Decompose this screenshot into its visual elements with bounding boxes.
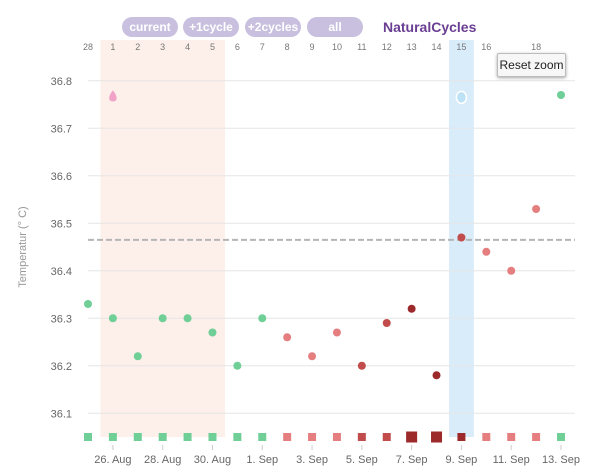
temperature-point [258, 314, 267, 323]
x-tick-label: 7. Sep [396, 454, 428, 466]
day-marker [382, 433, 391, 441]
temperature-point [432, 371, 441, 380]
cycle-day-label: 5 [210, 42, 215, 52]
day-marker [108, 433, 117, 441]
y-axis-label: Temperatur (° C) [17, 206, 29, 287]
y-tick-label: 36.7 [51, 123, 72, 135]
day-marker [183, 433, 192, 441]
x-tick-label: 1. Sep [246, 454, 278, 466]
cycle-day-label: 13 [407, 42, 417, 52]
day-marker [258, 433, 267, 441]
x-tick-label: 30. Aug [194, 454, 231, 466]
y-tick-label: 36.2 [51, 361, 72, 373]
temperature-point [308, 352, 317, 361]
day-marker [158, 433, 167, 441]
temperature-point [382, 319, 391, 327]
temperature-point [357, 361, 366, 370]
cycle-day-label: 9 [310, 42, 315, 52]
temperature-point [507, 266, 516, 275]
x-tick-label: 5. Sep [346, 454, 378, 466]
temperature-point [283, 333, 292, 342]
day-marker [431, 431, 443, 443]
current-button[interactable]: current [122, 17, 178, 37]
y-tick-label: 36.8 [51, 76, 72, 88]
temperature-point [183, 314, 192, 323]
temperature-point [208, 328, 217, 337]
temperature-point [158, 314, 167, 323]
y-tick-label: 36.5 [51, 218, 72, 230]
plus-one-cycle-button[interactable]: +1cycle [183, 17, 239, 37]
day-marker [283, 433, 292, 441]
y-tick-label: 36.3 [51, 313, 72, 325]
period-band [100, 40, 225, 437]
temperature-point [482, 247, 491, 256]
temperature-point [407, 304, 416, 313]
temperature-point [133, 352, 142, 361]
day-marker [406, 431, 418, 443]
temperature-point [557, 91, 565, 99]
day-marker [308, 433, 317, 441]
day-marker [507, 433, 516, 441]
x-tick-label: 28. Aug [144, 454, 181, 466]
cycle-day-label: 11 [357, 42, 366, 52]
period-drop-icon [109, 90, 117, 102]
temperature-point [233, 361, 242, 370]
cycle-day-label: 6 [235, 42, 240, 52]
y-tick-label: 36.1 [51, 408, 72, 420]
day-marker [357, 433, 366, 441]
day-marker [84, 433, 92, 441]
reset-zoom-button[interactable]: Reset zoom [497, 53, 566, 77]
temperature-point [457, 233, 466, 242]
cycle-day-label: 18 [531, 42, 541, 52]
day-marker [482, 433, 491, 441]
cycle-day-label: 3 [160, 42, 165, 52]
temperature-point [332, 328, 341, 337]
all-button[interactable]: all [307, 17, 363, 37]
cycle-day-label: 28 [83, 42, 93, 52]
brand-title: NaturalCycles [383, 19, 477, 35]
temperature-point [108, 314, 117, 323]
cycle-day-label: 1 [110, 42, 115, 52]
y-tick-label: 36.4 [51, 266, 72, 278]
cycle-day-label: 7 [260, 42, 265, 52]
day-marker [332, 433, 341, 441]
ovulation-drop-icon [455, 90, 468, 105]
cycle-day-label: 15 [456, 42, 466, 52]
day-marker [532, 433, 541, 441]
day-marker [233, 433, 242, 441]
cycle-day-label: 8 [285, 42, 290, 52]
cycle-day-label: 12 [382, 42, 392, 52]
plus-two-cycles-button[interactable]: +2cycles [245, 17, 301, 37]
temperature-point [84, 300, 92, 308]
temperature-point [532, 205, 541, 213]
cycle-day-label: 16 [481, 42, 491, 52]
cycle-day-label: 4 [185, 42, 190, 52]
x-tick-label: 9. Sep [446, 454, 478, 466]
x-tick-label: 13. Sep [542, 454, 580, 466]
day-marker [457, 433, 466, 441]
day-marker [208, 433, 217, 441]
x-tick-label: 3. Sep [296, 454, 328, 466]
cycle-day-label: 14 [432, 42, 442, 52]
x-tick-label: 26. Aug [94, 454, 131, 466]
y-tick-label: 36.6 [51, 171, 72, 183]
day-marker [557, 433, 565, 441]
x-tick-label: 11. Sep [493, 454, 530, 466]
day-marker [133, 433, 142, 441]
cycle-day-label: 10 [332, 42, 342, 52]
cycle-day-label: 2 [135, 42, 140, 52]
